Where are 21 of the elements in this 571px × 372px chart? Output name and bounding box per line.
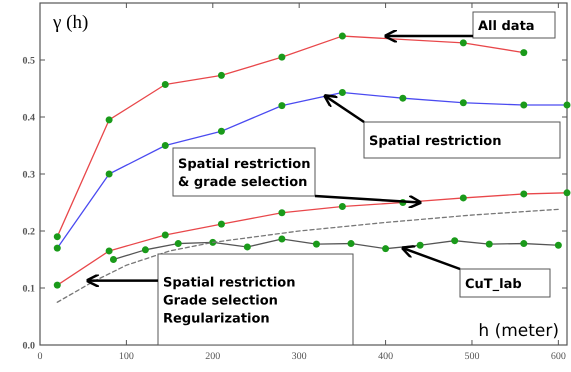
x-tick-label: 500 — [464, 351, 480, 362]
annotation: All data — [478, 19, 535, 34]
y-tick-label: 0.5 — [22, 56, 35, 66]
x-tick-label: 0 — [38, 351, 42, 362]
x-tick-label: 600 — [550, 351, 566, 362]
y-tick-label: 0.2 — [22, 226, 35, 238]
annotation: Spatial restriction Grade selection Regularization — [163, 276, 296, 326]
y-axis-title: γ (h) — [52, 12, 88, 33]
annotation: CuT_lab — [465, 277, 522, 292]
x-tick-label: 100 — [118, 351, 134, 362]
line-series — [56, 208, 560, 303]
y-tick-label: 0.0 — [22, 340, 35, 352]
x-tick-label: 300 — [292, 351, 307, 362]
x-tick-label: 200 — [205, 351, 220, 362]
annotation: Spatial restriction — [369, 134, 502, 149]
y-tick-label: 0.1 — [22, 284, 35, 294]
y-tick-label: 0.3 — [22, 170, 35, 180]
x-axis-title: h (meter) — [478, 321, 559, 341]
annotation: Spatial restriction & grade selection — [178, 157, 310, 190]
x-tick-label: 400 — [378, 351, 394, 362]
y-tick-label: 0.4 — [22, 112, 35, 124]
